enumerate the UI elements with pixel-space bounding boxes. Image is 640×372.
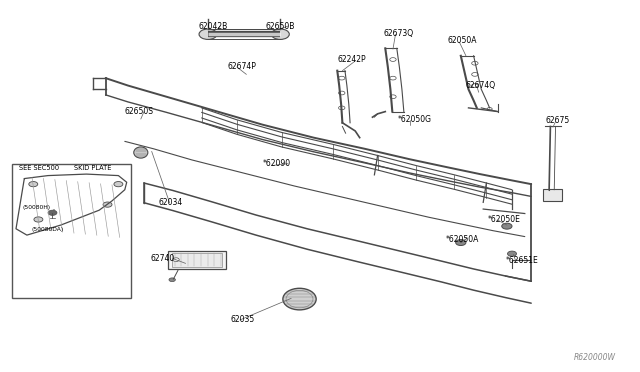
Circle shape [29,182,38,187]
Circle shape [169,278,175,282]
FancyBboxPatch shape [543,189,562,201]
Circle shape [456,240,466,246]
Text: (50080DA): (50080DA) [32,227,64,232]
Text: 62242P: 62242P [338,55,367,64]
Text: *62050E: *62050E [488,215,520,224]
Text: SEE SEC500: SEE SEC500 [19,165,60,171]
FancyBboxPatch shape [172,253,222,267]
Text: 62674P: 62674P [227,62,256,71]
Text: 62050A: 62050A [448,36,477,45]
Text: *62651E: *62651E [506,256,538,265]
Text: 62673Q: 62673Q [384,29,414,38]
Circle shape [199,29,217,39]
Text: R620000W: R620000W [574,353,616,362]
Circle shape [173,258,179,262]
Circle shape [48,210,57,215]
FancyBboxPatch shape [12,164,131,298]
Circle shape [114,182,123,187]
Text: 62740: 62740 [150,254,175,263]
Text: 62035: 62035 [230,315,255,324]
Circle shape [103,202,112,207]
Text: (50080H): (50080H) [22,205,51,210]
Circle shape [34,217,43,222]
Circle shape [502,223,512,229]
Text: *62050A: *62050A [445,235,479,244]
Ellipse shape [283,288,316,310]
Text: 62650B: 62650B [266,22,295,31]
Text: *62090: *62090 [262,159,291,168]
Text: *62050G: *62050G [398,115,432,124]
Text: 62675: 62675 [545,116,570,125]
Text: SKID PLATE: SKID PLATE [74,165,111,171]
Circle shape [508,251,516,256]
Text: 62034: 62034 [159,198,183,207]
FancyBboxPatch shape [168,251,226,269]
Circle shape [271,29,289,39]
Text: 62042B: 62042B [198,22,228,31]
Text: 62674Q: 62674Q [466,81,496,90]
Text: 62650S: 62650S [125,107,154,116]
Ellipse shape [134,147,148,158]
